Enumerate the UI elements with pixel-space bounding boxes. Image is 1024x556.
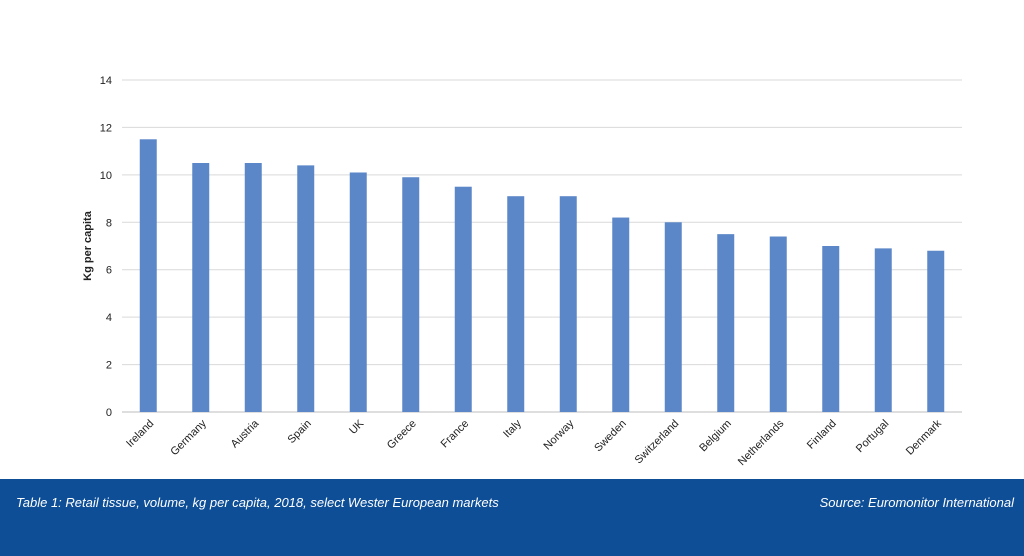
x-category-label: Austria (229, 417, 262, 450)
bar (874, 248, 892, 412)
x-category-label: Greece (385, 418, 419, 452)
y-tick-label: 6 (106, 265, 112, 277)
x-category-label: France (439, 418, 472, 451)
bar (507, 196, 525, 412)
bar (297, 165, 315, 412)
bar-chart: 0 2 4 6 8 10 12 14 Ireland Germany Austria Spain UK… (82, 75, 962, 468)
x-axis-labels: Ireland Germany Austria Spain UK Greece France… (124, 417, 944, 468)
x-category-label: Finland (805, 418, 839, 452)
x-category-label: Portugal (854, 418, 891, 455)
x-category-label: Germany (168, 417, 209, 458)
x-category-label: Italy (501, 417, 524, 440)
x-category-label: Spain (285, 418, 313, 446)
bar (769, 236, 787, 412)
bar (454, 186, 472, 412)
x-category-label: Belgium (697, 418, 734, 455)
bar (664, 222, 682, 412)
y-tick-label: 12 (100, 122, 112, 134)
bar (612, 217, 630, 412)
gridlines (122, 79, 962, 413)
bar (822, 246, 840, 412)
x-category-label: Switzerland (633, 418, 682, 467)
caption-bar: Table 1: Retail tissue, volume, kg per c… (0, 479, 1024, 556)
bars (139, 139, 945, 413)
x-category-label: UK (347, 417, 367, 437)
y-axis-ticks: 0 2 4 6 8 10 12 14 (100, 75, 112, 419)
bar (402, 177, 420, 412)
x-category-label: Netherlands (736, 417, 787, 468)
y-axis-label: Kg per capita (82, 210, 94, 281)
chart-caption: Table 1: Retail tissue, volume, kg per c… (16, 495, 499, 510)
source-note: Source: Euromonitor International (819, 495, 1014, 510)
x-category-label: Denmark (904, 417, 944, 457)
x-category-label: Sweden (592, 418, 629, 455)
bar (927, 250, 945, 412)
bar (244, 163, 262, 412)
x-category-label: Ireland (124, 418, 156, 450)
bar (192, 163, 210, 412)
x-category-label: Norway (542, 417, 577, 452)
y-tick-label: 2 (106, 360, 112, 372)
y-tick-label: 0 (106, 407, 112, 419)
y-tick-label: 8 (106, 217, 112, 229)
y-tick-label: 4 (106, 312, 112, 324)
y-tick-label: 14 (100, 75, 112, 87)
bar (349, 172, 367, 412)
bar (559, 196, 577, 412)
bar (717, 234, 735, 412)
y-tick-label: 10 (100, 170, 112, 182)
bar (139, 139, 157, 413)
